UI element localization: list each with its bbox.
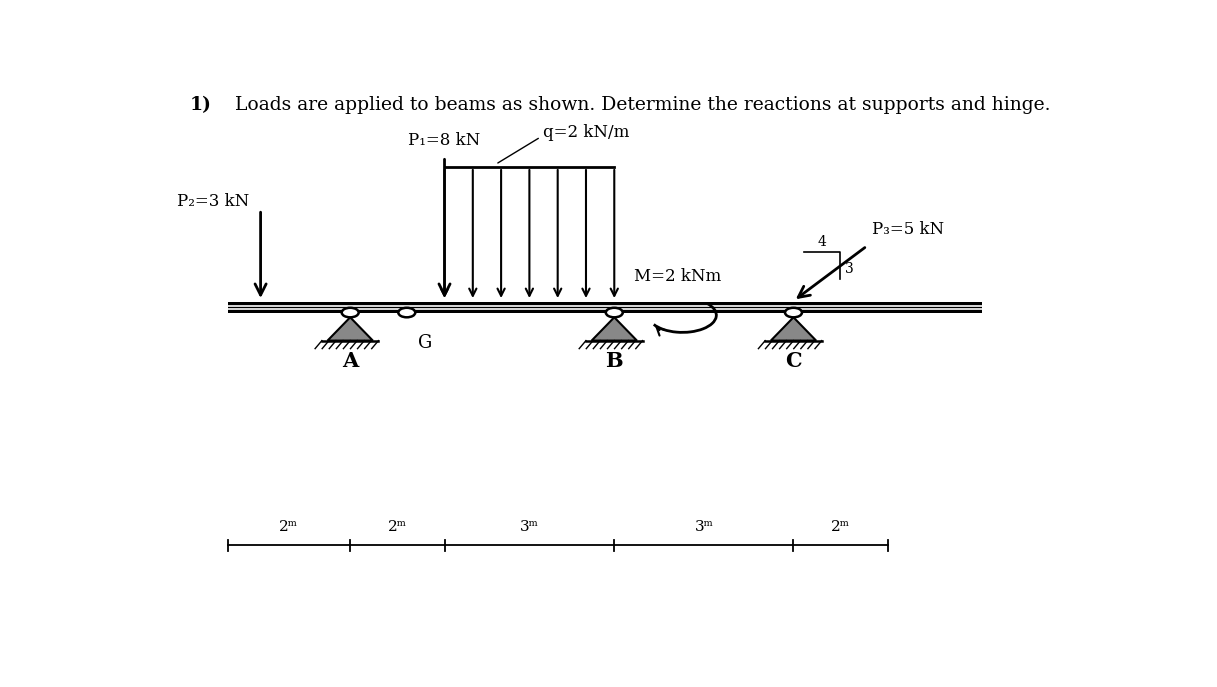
Text: P₂=3 kN: P₂=3 kN [176, 193, 249, 210]
Text: 3ᵐ: 3ᵐ [520, 519, 539, 534]
Text: 4: 4 [818, 235, 826, 249]
Text: 3: 3 [846, 262, 854, 275]
Text: 2ᵐ: 2ᵐ [388, 519, 406, 534]
Circle shape [398, 308, 415, 317]
Text: 1): 1) [190, 95, 212, 113]
Text: G: G [419, 334, 432, 352]
Text: B: B [606, 351, 623, 371]
Text: Loads are applied to beams as shown. Determine the reactions at supports and hin: Loads are applied to beams as shown. Det… [223, 95, 1050, 113]
Text: M=2 kNm: M=2 kNm [634, 268, 722, 285]
Text: P₁=8 kN: P₁=8 kN [409, 132, 481, 148]
Circle shape [342, 308, 359, 317]
Text: 2ᵐ: 2ᵐ [831, 519, 851, 534]
Text: A: A [342, 351, 358, 371]
Circle shape [606, 308, 623, 317]
Circle shape [785, 308, 802, 317]
Polygon shape [770, 317, 817, 341]
Polygon shape [591, 317, 636, 341]
Text: 3ᵐ: 3ᵐ [695, 519, 713, 534]
Text: C: C [785, 351, 802, 371]
Bar [228, 302, 982, 313]
Text: q=2 kN/m: q=2 kN/m [543, 124, 629, 142]
Text: 2ᵐ: 2ᵐ [280, 519, 298, 534]
Polygon shape [327, 317, 372, 341]
Text: P₃=5 kN: P₃=5 kN [871, 221, 944, 238]
